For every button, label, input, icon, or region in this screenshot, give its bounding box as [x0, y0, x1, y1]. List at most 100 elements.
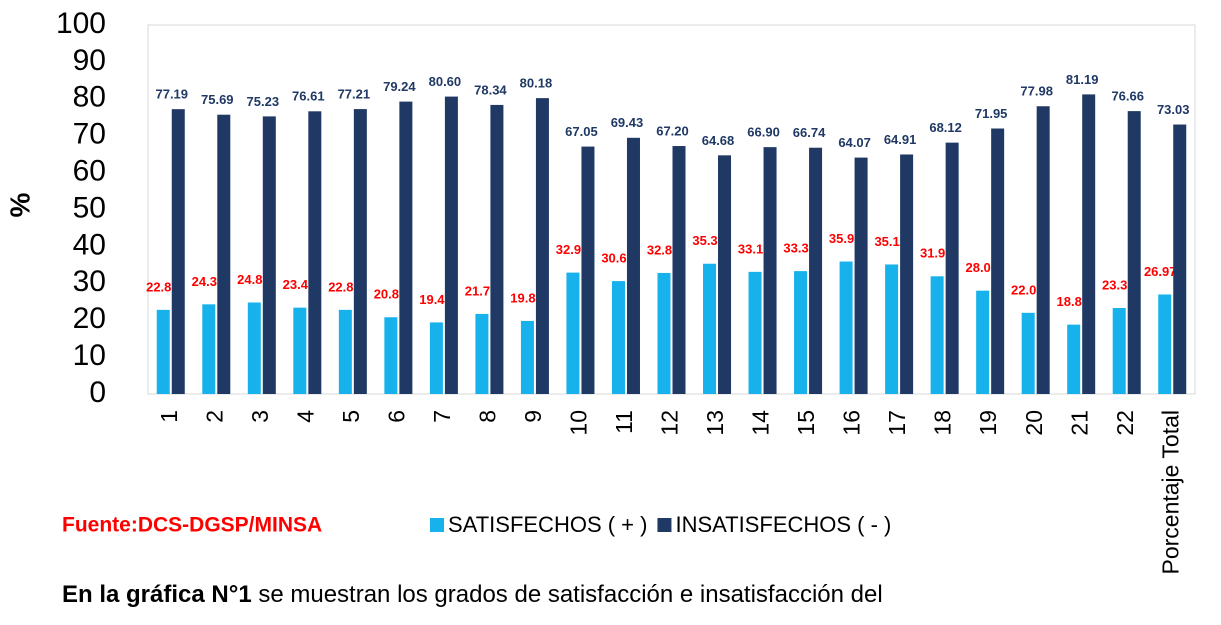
bar	[429, 322, 443, 394]
value-label: 79.24	[383, 79, 416, 94]
bar	[763, 147, 777, 394]
bar	[1173, 124, 1187, 395]
x-tick-label: 12	[657, 410, 683, 436]
y-tick-label: 80	[73, 81, 106, 114]
bar	[262, 116, 276, 394]
value-label: 28.0	[965, 260, 990, 275]
value-label: 77.21	[338, 87, 371, 102]
bar	[535, 98, 549, 394]
bar	[353, 109, 367, 395]
y-tick-label: 30	[73, 265, 106, 298]
bar	[657, 272, 671, 394]
bar	[338, 309, 352, 394]
bar	[794, 271, 808, 394]
value-label: 32.8	[647, 242, 672, 257]
value-label: 66.74	[793, 125, 826, 140]
value-label: 21.7	[465, 283, 490, 298]
y-tick-label: 0	[89, 376, 106, 409]
x-tick-label: 13	[702, 410, 728, 436]
bar	[945, 142, 959, 394]
x-tick-label: 4	[292, 410, 318, 423]
x-tick-label: 10	[566, 410, 592, 436]
value-label: 78.34	[474, 82, 507, 97]
value-label: 35.3	[692, 233, 717, 248]
bar	[748, 271, 762, 394]
x-tick-label: 21	[1066, 410, 1092, 436]
bar	[475, 313, 489, 394]
value-label: 20.8	[374, 287, 399, 302]
value-label: 35.9	[829, 231, 854, 246]
value-label: 76.61	[292, 89, 325, 104]
bar	[1021, 312, 1035, 394]
x-tick-label: Porcentaje Total	[1157, 410, 1183, 575]
bar	[566, 272, 580, 394]
bar	[171, 109, 185, 395]
value-label: 81.19	[1066, 72, 1099, 87]
value-label: 23.4	[283, 277, 309, 292]
value-label: 75.69	[201, 92, 234, 107]
value-label: 26.97	[1144, 264, 1177, 279]
x-tick-label: 11	[611, 410, 637, 434]
x-tick-label: 7	[429, 410, 455, 423]
bar	[976, 290, 990, 394]
x-tick-label: 2	[201, 410, 227, 423]
value-label: 68.12	[929, 120, 962, 135]
value-label: 18.8	[1057, 294, 1082, 309]
paragraph-bold: En la gráfica N°1	[62, 581, 252, 608]
value-label: 71.95	[975, 106, 1008, 121]
value-label: 67.05	[565, 124, 598, 139]
value-label: 64.68	[702, 133, 735, 148]
x-tick-label: 16	[839, 410, 865, 436]
y-tick-label: 70	[73, 118, 106, 151]
y-axis-title: %	[4, 192, 35, 217]
bar	[672, 146, 686, 394]
y-tick-label: 50	[73, 191, 106, 224]
paragraph-text: se muestran los grados de satisfacción e…	[252, 581, 883, 608]
legend-swatch	[657, 518, 672, 532]
value-label: 64.91	[884, 132, 917, 147]
bar	[611, 281, 625, 394]
x-tick-label: 15	[793, 410, 819, 436]
bar	[703, 263, 717, 394]
x-tick-label: 3	[247, 410, 273, 423]
x-tick-label: 18	[930, 410, 956, 436]
bar	[1082, 94, 1096, 394]
value-label: 19.8	[510, 290, 535, 305]
bar	[156, 309, 170, 394]
y-tick-label: 10	[73, 339, 106, 372]
paragraph: En la gráfica N°1 se muestran los grados…	[62, 581, 883, 608]
bar	[308, 111, 322, 395]
value-label: 77.98	[1020, 84, 1053, 99]
bar	[1036, 106, 1050, 395]
bar	[1158, 294, 1172, 394]
legend-label: INSATISFECHOS ( - )	[675, 512, 891, 537]
bar	[444, 96, 458, 394]
bar	[854, 157, 868, 394]
bar	[520, 320, 534, 394]
x-tick-label: 14	[748, 410, 774, 436]
bar	[885, 264, 899, 394]
value-label: 32.9	[556, 242, 581, 257]
legend-swatch	[430, 518, 444, 532]
value-label: 66.90	[747, 125, 780, 140]
value-label: 64.07	[838, 135, 871, 150]
plot-area	[147, 24, 1196, 395]
x-tick-label: 17	[884, 410, 910, 436]
value-label: 35.1	[874, 234, 899, 249]
bar	[718, 155, 732, 394]
bar	[293, 307, 307, 394]
bar	[581, 146, 595, 394]
bar	[399, 101, 413, 394]
y-tick-label: 20	[73, 302, 106, 335]
legend-label: SATISFECHOS ( + )	[448, 512, 647, 537]
x-tick-label: 22	[1112, 410, 1138, 436]
y-tick-label: 40	[73, 228, 106, 261]
bar	[626, 137, 640, 395]
value-label: 67.20	[656, 123, 689, 138]
value-label: 31.9	[920, 246, 945, 261]
x-tick-label: 19	[975, 410, 1001, 436]
bar	[217, 114, 231, 394]
value-label: 80.60	[429, 74, 462, 89]
x-tick-label: 6	[383, 410, 409, 423]
